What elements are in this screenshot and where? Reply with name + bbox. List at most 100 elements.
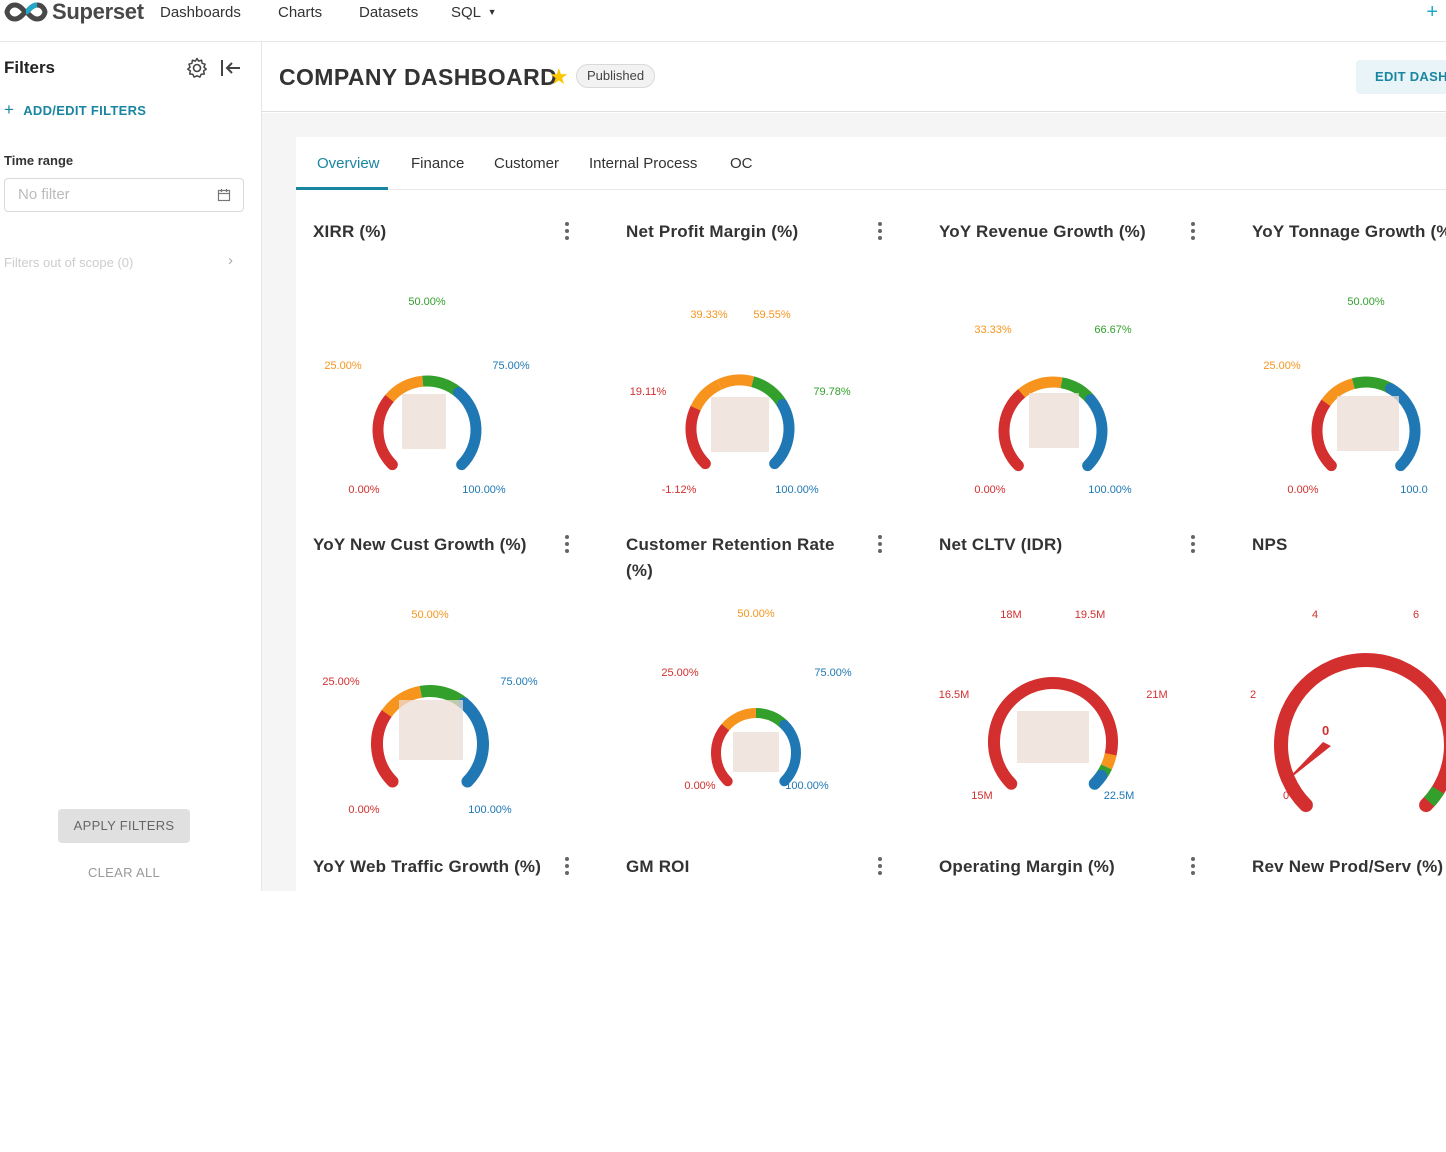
favorite-star-icon[interactable]: ★ bbox=[549, 64, 569, 89]
gauge-arc-segment bbox=[371, 707, 399, 788]
tab-finance[interactable]: Finance bbox=[411, 155, 465, 172]
chart-card-gm-roi[interactable]: GM ROI bbox=[609, 842, 922, 1152]
gauge-arc-segment bbox=[1088, 769, 1108, 790]
gauge-tick-label: 100.00% bbox=[468, 804, 512, 816]
more-vertical-icon[interactable] bbox=[562, 855, 572, 877]
dashboard-canvas: Overview Finance Customer Internal Proce… bbox=[296, 137, 1446, 891]
chart-card-yoy-web-traffic-growth[interactable]: YoY Web Traffic Growth (%) bbox=[296, 842, 609, 1152]
chevron-right-icon[interactable]: › bbox=[228, 252, 233, 269]
gauge-tick-label: 0.00% bbox=[348, 804, 379, 816]
chart-card-nps[interactable]: NPS 0 2 4 6 0 bbox=[1235, 520, 1446, 830]
gauge-arc-segment bbox=[998, 387, 1028, 472]
collapse-sidebar-icon[interactable] bbox=[220, 58, 242, 83]
gauge-tick-label: 0.00% bbox=[1287, 484, 1318, 496]
apply-filters-button[interactable]: APPLY FILTERS bbox=[58, 809, 190, 843]
gauge-tick-label: 22.5M bbox=[1104, 790, 1135, 802]
gauge-arc-segment bbox=[711, 722, 733, 787]
more-vertical-icon[interactable] bbox=[875, 220, 885, 242]
gauge-tick-label: 18M bbox=[1000, 609, 1021, 621]
gauge-tick-label: 0.00% bbox=[684, 780, 715, 792]
gauge-value-placeholder bbox=[399, 700, 463, 760]
superset-logo[interactable]: Superset bbox=[4, 0, 144, 24]
nav-dashboards[interactable]: Dashboards bbox=[160, 4, 241, 21]
gauge-arc-segment bbox=[422, 375, 463, 397]
add-new-icon[interactable]: + bbox=[1426, 1, 1438, 23]
tab-overview[interactable]: Overview bbox=[317, 155, 380, 172]
chart-card-operating-margin[interactable]: Operating Margin (%) bbox=[922, 842, 1235, 1152]
gauge-value-placeholder bbox=[733, 732, 779, 772]
gauge-tick-label: 21M bbox=[1146, 689, 1167, 701]
more-vertical-icon[interactable] bbox=[875, 855, 885, 877]
chart-card-yoy-new-cust-growth[interactable]: YoY New Cust Growth (%) 0.00% 25.00% 50.00%… bbox=[296, 520, 609, 830]
gauge-tick-label: 100.00% bbox=[785, 780, 829, 792]
gauge-tick-label: 0.00% bbox=[348, 484, 379, 496]
add-edit-filters-label: ADD/EDIT FILTERS bbox=[23, 102, 147, 118]
tab-oc[interactable]: OC bbox=[730, 155, 753, 172]
gauge-arc-segment bbox=[1423, 786, 1445, 807]
nav-datasets[interactable]: Datasets bbox=[359, 4, 419, 21]
gauge-tick-label: 0.00% bbox=[974, 484, 1005, 496]
chart-card-rev-new-prod-serv[interactable]: Rev New Prod/Serv (%) bbox=[1235, 842, 1446, 1152]
dashboard-header: COMPANY DASHBOARD ★ Published EDIT DASHB… bbox=[262, 42, 1446, 112]
chart-card-yoy-revenue-growth[interactable]: YoY Revenue Growth (%) 0.00% 33.33% 66.67% 1… bbox=[922, 207, 1235, 517]
gauge-tick-label: 25.00% bbox=[1263, 360, 1301, 372]
chart-title: NPS bbox=[1252, 535, 1288, 554]
dashboard-tabs: Overview Finance Customer Internal Proce… bbox=[296, 137, 1446, 190]
filter-sidebar: Filters + ADD/EDIT FILTERS Time range No… bbox=[0, 42, 262, 891]
filters-out-of-scope[interactable]: Filters out of scope (0) bbox=[4, 255, 134, 270]
gauge-tick-label: 25.00% bbox=[322, 676, 360, 688]
more-vertical-icon[interactable] bbox=[1188, 220, 1198, 242]
nav-sql[interactable]: SQL ▼ bbox=[451, 4, 497, 21]
gauge-tick-label: 75.00% bbox=[492, 360, 530, 372]
more-vertical-icon[interactable] bbox=[1188, 533, 1198, 555]
calendar-icon bbox=[217, 189, 231, 202]
gauge-value-placeholder bbox=[711, 397, 769, 452]
chart-card-yoy-tonnage-growth[interactable]: YoY Tonnage Growth (%) 0.00% 25.00% 50.00% 1… bbox=[1235, 207, 1446, 517]
clear-all-button[interactable]: CLEAR ALL bbox=[87, 865, 161, 880]
gauge-chart: 0.00% 33.33% 66.67% 100.00% bbox=[974, 324, 1132, 496]
gauge-tick-label: 100.00% bbox=[462, 484, 506, 496]
gauge-tick-label: 50.00% bbox=[1347, 296, 1385, 308]
gauge-chart: 15M 16.5M 18M 19.5M 21M 22.5M bbox=[939, 609, 1168, 802]
dashboard-title[interactable]: COMPANY DASHBOARD bbox=[279, 64, 558, 90]
chart-title: YoY New Cust Growth (%) bbox=[313, 535, 527, 554]
tab-internal-process[interactable]: Internal Process bbox=[589, 155, 698, 172]
add-edit-filters-button[interactable]: + ADD/EDIT FILTERS bbox=[4, 100, 146, 120]
gauge-arc-segment bbox=[385, 375, 424, 403]
edit-dashboard-button[interactable]: EDIT DASHBOARD bbox=[1356, 60, 1446, 94]
chart-card-customer-retention-rate[interactable]: Customer Retention Rate (%) 0.00% 25.00% 50… bbox=[609, 520, 922, 830]
published-status-badge[interactable]: Published bbox=[576, 64, 656, 88]
gauge-value-placeholder bbox=[1017, 711, 1089, 763]
gear-icon[interactable] bbox=[186, 57, 208, 84]
gauge-tick-label: 16.5M bbox=[939, 689, 970, 701]
gauge-tick-label: 59.55% bbox=[753, 309, 791, 321]
more-vertical-icon[interactable] bbox=[562, 533, 572, 555]
gauge-tick-label: 50.00% bbox=[411, 609, 449, 621]
more-vertical-icon[interactable] bbox=[875, 533, 885, 555]
gauge-chart: 0 2 4 6 0 bbox=[1250, 609, 1446, 813]
gauge-arc-segment bbox=[1082, 394, 1108, 472]
more-vertical-icon[interactable] bbox=[562, 220, 572, 242]
tab-customer[interactable]: Customer bbox=[494, 155, 560, 172]
chart-card-net-cltv-idr[interactable]: Net CLTV (IDR) 15M 16.5M 18M 19.5M 21M 22.5M bbox=[922, 520, 1235, 830]
app-name: Superset bbox=[52, 0, 144, 24]
gauge-arc-segment bbox=[779, 719, 801, 787]
gauge-tick-label: 50.00% bbox=[408, 296, 446, 308]
gauge-value-placeholder bbox=[1337, 396, 1399, 451]
gauge-value-label: 0 bbox=[1322, 723, 1329, 738]
chart-title: YoY Revenue Growth (%) bbox=[939, 222, 1146, 241]
chart-card-xirr[interactable]: XIRR (%) 0.00% 25.00% 50.00% 75.00% 100.00% bbox=[296, 207, 609, 517]
time-range-input[interactable]: No filter bbox=[4, 178, 244, 212]
superset-logo-icon bbox=[4, 2, 48, 22]
gauge-tick-label: 6 bbox=[1413, 609, 1419, 621]
nav-charts[interactable]: Charts bbox=[278, 4, 323, 21]
nav-sql-label: SQL bbox=[451, 4, 481, 21]
gauge-needle bbox=[1283, 742, 1331, 784]
gauge-chart: -1.12% 19.11% 39.33% 59.55% 79.78% 100.00% bbox=[630, 309, 851, 496]
gauge-tick-label: 15M bbox=[971, 790, 992, 802]
chart-card-net-profit-margin[interactable]: Net Profit Margin (%) -1.12% 19.11% 39.33% 5… bbox=[609, 207, 922, 517]
gauge-tick-label: 79.78% bbox=[813, 386, 851, 398]
gauge-arc-segment bbox=[716, 374, 755, 390]
more-vertical-icon[interactable] bbox=[1188, 855, 1198, 877]
time-range-placeholder: No filter bbox=[18, 186, 70, 203]
